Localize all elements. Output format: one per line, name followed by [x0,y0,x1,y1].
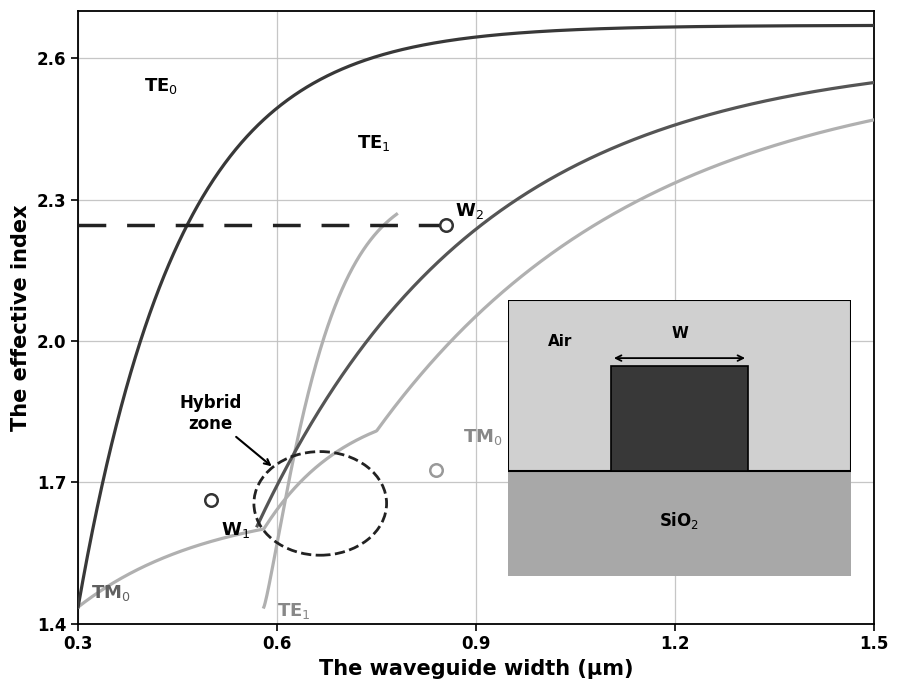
Text: W$_1$: W$_1$ [220,520,249,540]
Text: W: W [671,326,688,341]
Text: Hybrid
zone: Hybrid zone [180,395,242,433]
Y-axis label: The effective index: The effective index [11,204,32,431]
Text: W$_2$: W$_2$ [454,201,483,221]
Text: Si: Si [670,410,688,428]
Text: TM$_0$: TM$_0$ [92,582,130,602]
Text: TE$_0$: TE$_0$ [144,76,178,96]
Text: Air: Air [547,334,572,349]
Text: TE$_1$: TE$_1$ [356,132,391,152]
Text: TE$_1$: TE$_1$ [277,602,310,622]
Bar [611,366,748,471]
Bar [508,471,850,576]
X-axis label: The waveguide width (μm): The waveguide width (μm) [319,659,634,679]
Text: SiO$_2$: SiO$_2$ [660,511,699,531]
Text: TM$_0$: TM$_0$ [463,427,502,447]
